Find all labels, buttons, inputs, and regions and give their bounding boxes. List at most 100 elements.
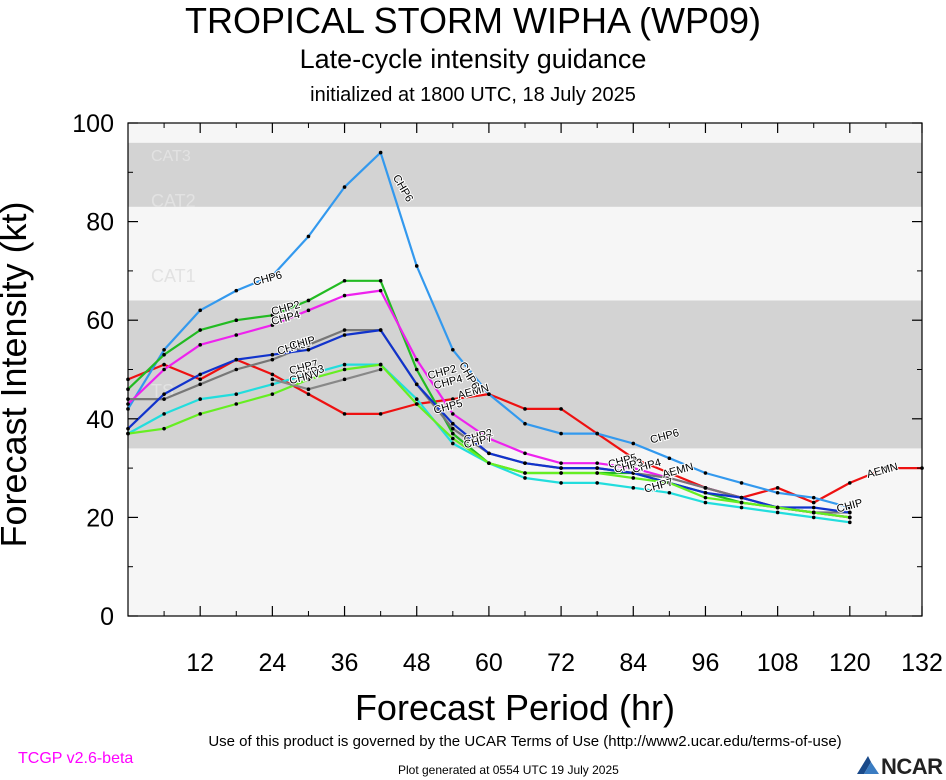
data-point-chp5 — [703, 486, 708, 490]
data-point-chp2 — [342, 278, 347, 283]
data-point-chp6 — [631, 441, 636, 446]
y-tick-label: 40 — [86, 406, 114, 434]
x-tick-label: 36 — [331, 649, 359, 677]
data-point-aemn — [811, 500, 816, 505]
version-label: TCGP v2.6-beta — [18, 750, 134, 767]
series-points — [126, 150, 924, 525]
data-point-chp7 — [667, 490, 672, 495]
band-label-cat2: CAT2 — [151, 191, 196, 211]
data-point-chp3 — [631, 476, 636, 480]
data-point-chp6 — [595, 431, 599, 436]
data-point-chip — [126, 426, 130, 431]
data-point-chip — [631, 471, 636, 475]
data-point-chp7 — [739, 505, 744, 510]
data-point-chip — [595, 466, 599, 470]
data-point-chp5 — [198, 382, 202, 387]
data-point-chp3 — [667, 481, 672, 485]
data-point-chp4 — [126, 402, 130, 406]
data-point-chp3 — [487, 461, 491, 465]
data-point-chp5 — [342, 328, 347, 332]
data-point-chp6 — [414, 264, 419, 268]
axes: 0 20 40 60 80 100 12 24 36 48 60 72 84 96 108 120 132 For… — [0, 110, 943, 728]
x-tick-label: 72 — [547, 649, 575, 677]
data-point-chp3 — [595, 471, 599, 475]
data-point-chp3 — [378, 362, 383, 367]
data-point-aemn — [631, 456, 636, 461]
ncar-logo-text: NCAR — [881, 754, 943, 779]
data-point-chp6 — [198, 308, 202, 313]
data-point-chp2 — [414, 367, 419, 372]
data-point-chp7 — [631, 486, 636, 490]
data-point-chip — [811, 505, 816, 510]
band-cat3 — [128, 123, 922, 143]
y-axis-label: Forecast Intensity (kt) — [0, 201, 34, 547]
data-point-chp6 — [523, 421, 527, 426]
data-point-chip — [234, 357, 239, 362]
data-point-chp3 — [414, 402, 419, 406]
data-point-aemn — [523, 407, 527, 411]
y-tick-label: 20 — [86, 504, 114, 532]
data-point-chp3 — [198, 412, 202, 416]
data-point-chp3 — [703, 495, 708, 500]
x-tick-label: 24 — [258, 649, 286, 677]
data-point-chp6 — [451, 347, 455, 352]
data-point-chp3 — [270, 392, 275, 396]
band-cat2 — [128, 142, 922, 207]
data-point-chp4 — [342, 293, 347, 298]
data-point-aemn — [559, 407, 563, 411]
data-point-chp7 — [523, 476, 527, 480]
data-point-chp4 — [378, 288, 383, 293]
data-point-chp5 — [234, 367, 239, 372]
x-tick-label: 120 — [829, 649, 871, 677]
data-point-chp7 — [198, 397, 202, 401]
data-point-chp7 — [306, 372, 311, 377]
data-point-chp2 — [451, 431, 455, 436]
data-point-chp3 — [775, 505, 780, 510]
data-point-chp5 — [667, 476, 672, 480]
data-point-chp2 — [378, 278, 383, 283]
data-point-chp6 — [739, 481, 744, 485]
intensity-bands — [128, 123, 922, 616]
data-point-chp4 — [451, 412, 455, 416]
data-point-chip — [162, 392, 166, 396]
data-point-chp6 — [559, 431, 563, 436]
ncar-logo: NCAR — [855, 752, 943, 779]
data-point-chnv — [306, 387, 311, 392]
data-point-chp4 — [234, 333, 239, 337]
data-point-chp3 — [559, 471, 563, 475]
data-point-chp2 — [270, 313, 275, 318]
terms-of-use: Use of this product is governed by the U… — [208, 733, 842, 750]
y-tick-label: 80 — [86, 209, 114, 237]
data-point-chip — [559, 466, 563, 470]
data-point-chp7 — [342, 362, 347, 367]
data-point-chp3 — [848, 515, 852, 520]
x-axis-label: Forecast Period (hr) — [355, 687, 675, 728]
data-point-chp6 — [234, 288, 239, 293]
data-point-chp2 — [306, 298, 311, 303]
data-point-chip — [270, 352, 275, 357]
x-tick-label: 48 — [403, 649, 431, 677]
data-point-chp4 — [631, 466, 636, 470]
data-point-chp6 — [848, 505, 852, 510]
x-tick-label: 108 — [757, 649, 799, 677]
x-tick-label: 60 — [475, 649, 503, 677]
x-tick-label: 132 — [901, 649, 943, 677]
data-point-chnv — [342, 377, 347, 382]
data-point-chp7 — [559, 481, 563, 485]
data-point-aemn — [378, 412, 383, 416]
band-cat1 — [128, 206, 922, 301]
data-point-chp3 — [739, 500, 744, 505]
data-point-chip — [848, 510, 852, 515]
data-point-chp6 — [270, 274, 275, 278]
data-point-chp4 — [523, 451, 527, 456]
data-point-chip — [703, 490, 708, 495]
ncar-logo-icon — [857, 756, 879, 774]
data-point-aemn — [198, 377, 202, 382]
data-point-chp6 — [703, 471, 708, 475]
data-point-chp3 — [523, 471, 527, 475]
data-point-chip — [306, 347, 311, 352]
data-point-aemn — [162, 362, 166, 367]
data-point-chp5 — [306, 343, 311, 347]
data-point-chp5 — [451, 426, 455, 431]
